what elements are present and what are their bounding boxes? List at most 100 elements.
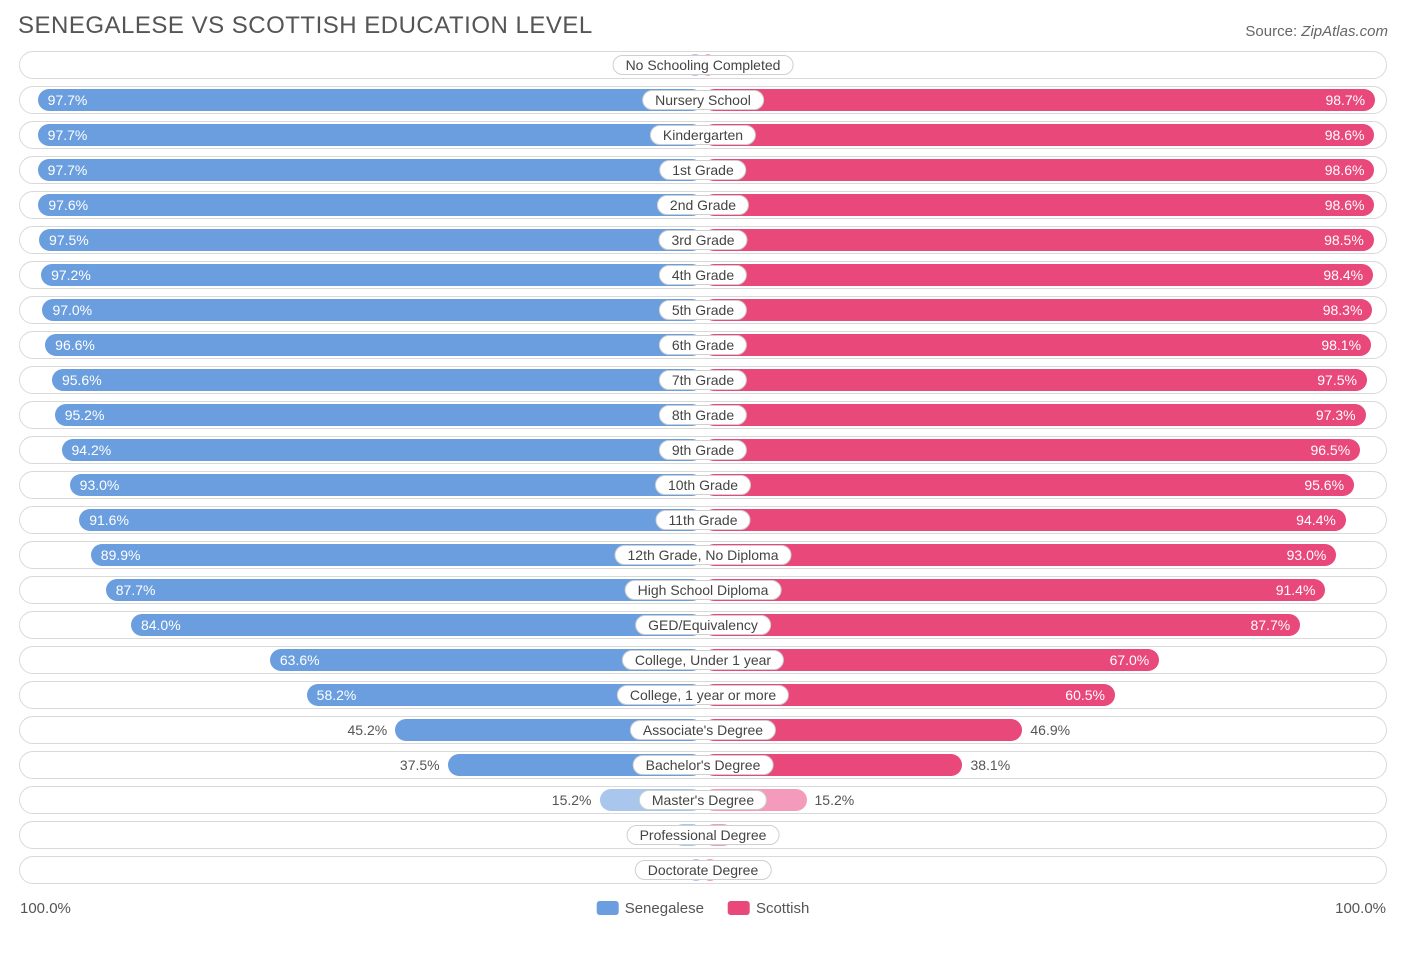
bar-left: 97.0% [42,299,703,321]
bar-left: 97.2% [41,264,703,286]
chart-row: 97.6%98.6%2nd Grade [19,191,1387,219]
bar-left: 96.6% [45,334,703,356]
bar-left: 97.5% [39,229,703,251]
category-label: 1st Grade [659,160,746,180]
chart-row: 97.7%98.6%1st Grade [19,156,1387,184]
bar-right-value: 15.2% [815,789,855,811]
bar-left-value: 45.2% [348,719,388,741]
category-label: 12th Grade, No Diploma [615,545,792,565]
category-label: Kindergarten [650,125,756,145]
bar-left: 94.2% [62,439,704,461]
chart-row: 97.0%98.3%5th Grade [19,296,1387,324]
chart-row: 95.6%97.5%7th Grade [19,366,1387,394]
category-label: Bachelor's Degree [633,755,774,775]
bar-right: 95.6% [703,474,1354,496]
bar-left: 97.7% [38,124,703,146]
category-label: 8th Grade [659,405,747,425]
category-label: College, Under 1 year [622,650,784,670]
chart-row: 15.2% 15.2% Master's Degree [19,786,1387,814]
chart-row: 97.7%98.6%Kindergarten [19,121,1387,149]
chart-row: 37.5% 38.1% Bachelor's Degree [19,751,1387,779]
bar-right: 98.6% [703,124,1374,146]
bar-right: 98.6% [703,159,1374,181]
bar-left: 97.7% [38,89,703,111]
bar-left: 89.9% [91,544,703,566]
legend: Senegalese Scottish [597,900,810,917]
bar-left: 97.7% [38,159,703,181]
bar-left-value: 37.5% [400,754,440,776]
bar-right: 98.6% [703,194,1374,216]
chart-row: 45.2% 46.9% Associate's Degree [19,716,1387,744]
source-name: ZipAtlas.com [1301,23,1388,40]
chart-row: 93.0%95.6%10th Grade [19,471,1387,499]
legend-item-right: Scottish [728,900,809,917]
bar-right: 91.4% [703,579,1325,601]
bar-right: 97.5% [703,369,1367,391]
category-label: Associate's Degree [630,720,776,740]
category-label: 2nd Grade [657,195,749,215]
category-label: 5th Grade [659,300,747,320]
bar-right: 98.7% [703,89,1375,111]
diverging-bar-chart: 2.3%1.4%No Schooling Completed97.7%98.7%… [18,50,1388,892]
chart-row: 97.5%98.5%3rd Grade [19,226,1387,254]
category-label: 11th Grade [655,510,750,530]
chart-row: 97.2%98.4%4th Grade [19,261,1387,289]
bar-right: 98.1% [703,334,1371,356]
bar-right: 97.3% [703,404,1366,426]
chart-row: 95.2%97.3%8th Grade [19,401,1387,429]
legend-item-left: Senegalese [597,900,704,917]
bar-right: 93.0% [703,544,1336,566]
legend-label-left: Senegalese [625,900,704,917]
bar-right: 98.4% [703,264,1373,286]
category-label: 7th Grade [659,370,747,390]
bar-right: 98.5% [703,229,1374,251]
bar-right: 96.5% [703,439,1360,461]
axis-max-left: 100.0% [20,900,71,917]
chart-row: 84.0%87.7%GED/Equivalency [19,611,1387,639]
chart-row: 87.7%91.4%High School Diploma [19,576,1387,604]
bar-right: 87.7% [703,614,1300,636]
chart-row: 97.7%98.7%Nursery School [19,86,1387,114]
chart-header: SENEGALESE VS SCOTTISH EDUCATION LEVEL S… [18,12,1388,40]
axis-max-right: 100.0% [1335,900,1386,917]
bar-left: 91.6% [79,509,703,531]
legend-swatch-left [597,901,619,915]
chart-source: Source: ZipAtlas.com [1245,23,1388,40]
chart-title: SENEGALESE VS SCOTTISH EDUCATION LEVEL [18,12,593,40]
category-label: 9th Grade [659,440,747,460]
chart-row: 4.6%4.6%Professional Degree [19,821,1387,849]
bar-left: 97.6% [38,194,703,216]
bar-left: 84.0% [131,614,703,636]
category-label: Professional Degree [627,825,780,845]
bar-left: 95.6% [52,369,703,391]
chart-row: 94.2%96.5%9th Grade [19,436,1387,464]
chart-row: 58.2%60.5%College, 1 year or more [19,681,1387,709]
source-label: Source: [1245,23,1297,40]
category-label: GED/Equivalency [635,615,771,635]
category-label: No Schooling Completed [613,55,794,75]
legend-swatch-right [728,901,750,915]
category-label: High School Diploma [625,580,782,600]
chart-row: 63.6%67.0%College, Under 1 year [19,646,1387,674]
category-label: Doctorate Degree [635,860,772,880]
category-label: 10th Grade [655,475,751,495]
bar-left: 95.2% [55,404,703,426]
bar-right: 94.4% [703,509,1346,531]
chart-row: 2.0%2.0%Doctorate Degree [19,856,1387,884]
legend-label-right: Scottish [756,900,809,917]
chart-row: 96.6%98.1%6th Grade [19,331,1387,359]
category-label: 4th Grade [659,265,747,285]
category-label: College, 1 year or more [617,685,789,705]
chart-footer: 100.0% Senegalese Scottish 100.0% [18,896,1388,920]
bar-left: 87.7% [106,579,703,601]
category-label: 3rd Grade [658,230,747,250]
category-label: Master's Degree [639,790,767,810]
chart-row: 91.6%94.4%11th Grade [19,506,1387,534]
bar-left-value: 15.2% [552,789,592,811]
chart-row: 2.3%1.4%No Schooling Completed [19,51,1387,79]
bar-right-value: 46.9% [1030,719,1070,741]
category-label: 6th Grade [659,335,747,355]
bar-right-value: 38.1% [970,754,1010,776]
bar-left: 93.0% [70,474,703,496]
chart-row: 89.9%93.0%12th Grade, No Diploma [19,541,1387,569]
